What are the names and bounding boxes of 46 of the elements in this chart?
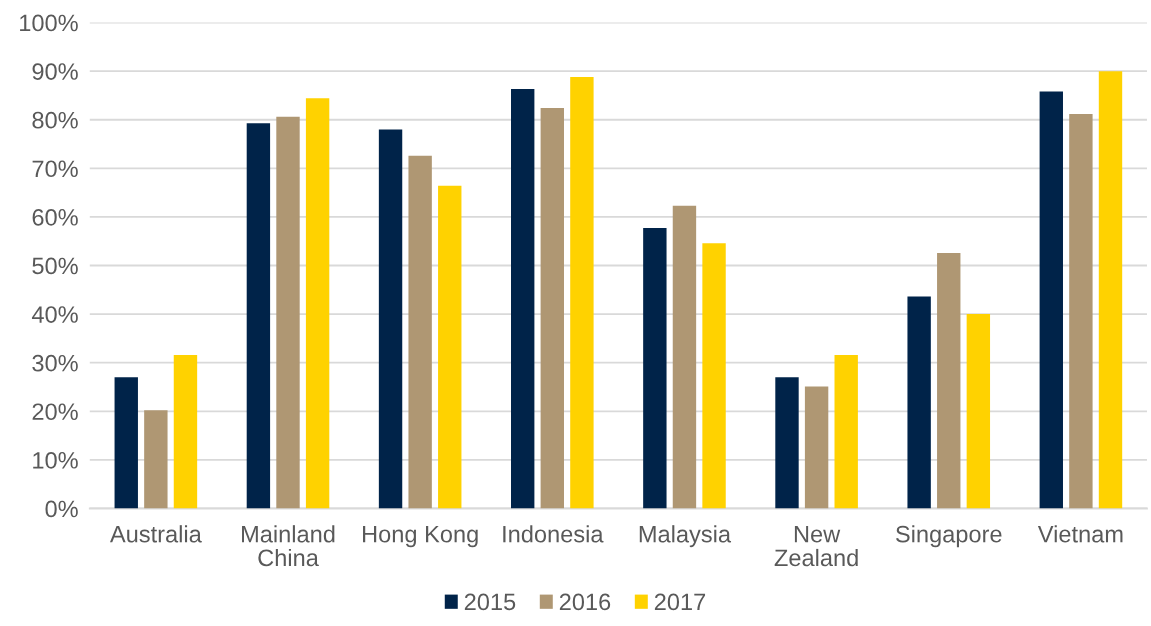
x-tick-label: Malaysia (639, 525, 732, 548)
bar (570, 76, 594, 509)
legend-label: 2017 (654, 593, 706, 611)
bar (907, 296, 931, 509)
bar (408, 155, 432, 509)
bar (775, 377, 799, 509)
bar (702, 243, 726, 509)
x-tick-label: New Zealand (774, 526, 858, 567)
y-tick-label: 40% (31, 306, 78, 323)
legend-label: 2015 (464, 593, 516, 611)
bar (1069, 113, 1093, 509)
bar (540, 108, 564, 509)
y-tick-label: 0% (45, 500, 78, 518)
bar (1039, 91, 1063, 509)
bar (378, 129, 403, 509)
y-tick-label: 70% (32, 160, 78, 178)
bar (305, 98, 330, 509)
bar (834, 354, 858, 509)
x-tick-label: Australia (109, 525, 202, 543)
y-tick-label: 20% (32, 403, 78, 421)
y-tick-label: 30% (32, 354, 78, 372)
bar (511, 89, 535, 509)
x-tick-label: Hong Kong (363, 526, 478, 548)
bar (276, 116, 300, 509)
bar (173, 354, 198, 509)
bar (438, 185, 462, 509)
y-tick-label: 80% (32, 111, 78, 129)
bar (144, 410, 168, 509)
bar (1098, 71, 1123, 509)
x-tick-label: Vietnam (1037, 525, 1123, 543)
y-tick-label: 10% (33, 451, 78, 469)
bar (246, 123, 271, 509)
bar (643, 228, 667, 509)
bar (804, 386, 829, 509)
x-tick-label: Indonesia (503, 525, 604, 543)
x-tick-label: Singapore (896, 525, 1002, 548)
bar (966, 314, 991, 509)
bar (937, 252, 961, 509)
x-tick-label: Mainland China (242, 525, 335, 567)
y-tick-label: 100% (20, 14, 78, 32)
y-tick-label: 90% (32, 63, 78, 80)
y-tick-label: 60% (32, 208, 78, 226)
bar (114, 377, 138, 509)
bar (672, 205, 697, 509)
legend-label: 2016 (559, 593, 611, 611)
y-tick-label: 50% (32, 257, 78, 275)
